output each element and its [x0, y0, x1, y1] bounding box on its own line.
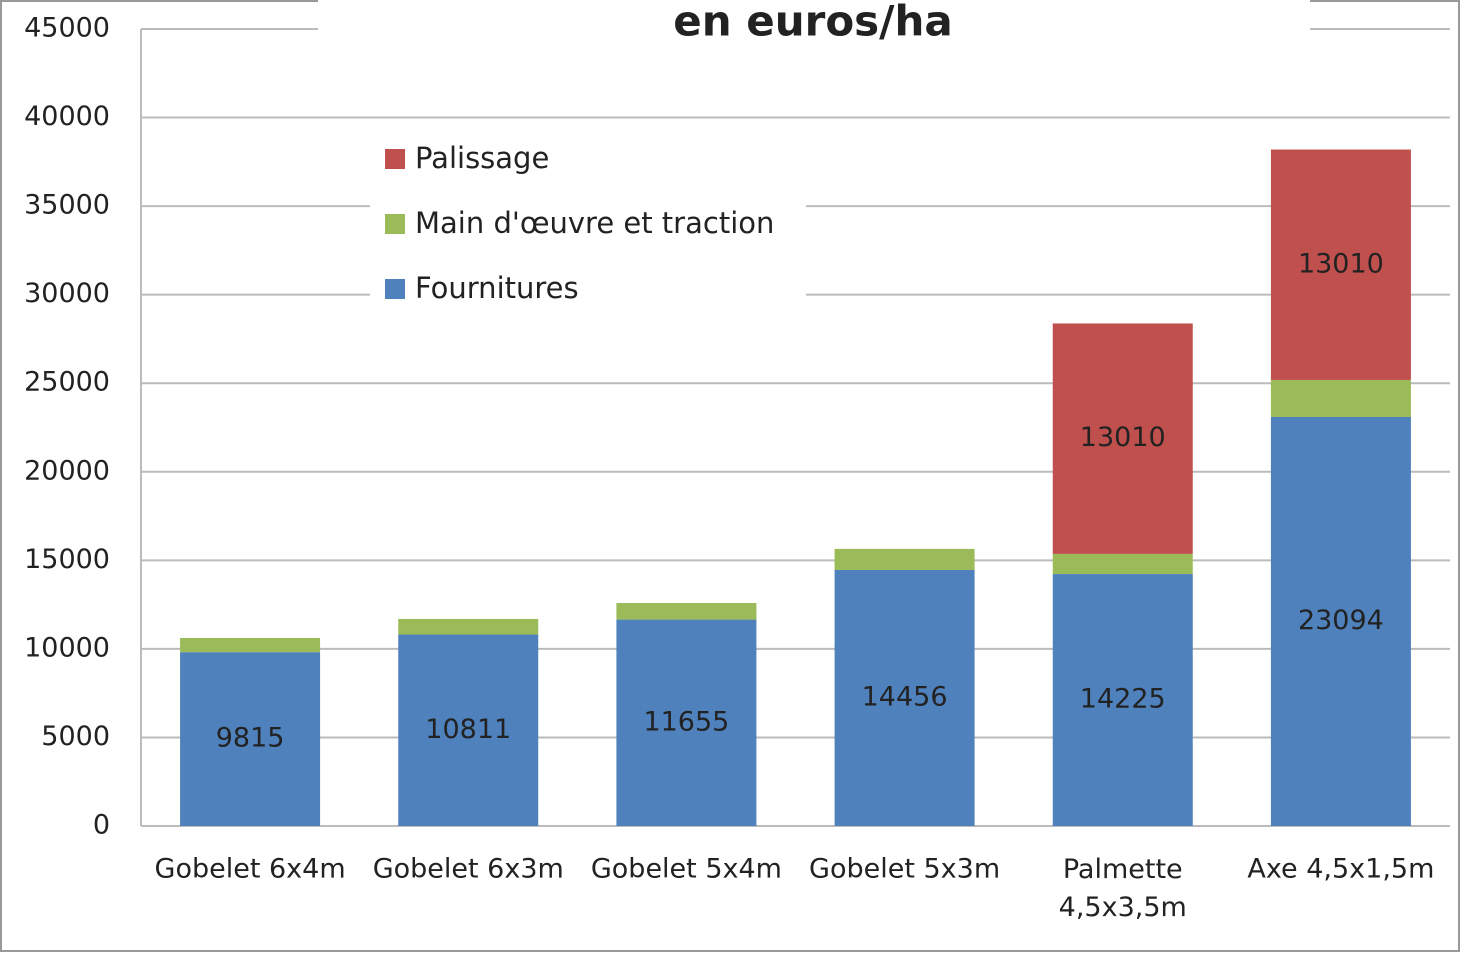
y-tick-label: 40000: [24, 101, 110, 132]
bar-segment: [1052, 323, 1193, 554]
bar-segment: [616, 603, 757, 620]
bar-segment: [1270, 379, 1411, 417]
chart-title: en euros/ha: [673, 0, 953, 46]
data-label: 13010: [1080, 422, 1166, 453]
title-background: [318, 0, 1310, 50]
bar-segment: [834, 569, 975, 826]
bar-segment: [398, 634, 539, 826]
legend-label: Palissage: [415, 141, 549, 175]
legend-swatch: [385, 214, 405, 234]
x-tick-label: Gobelet 6x4m: [155, 854, 346, 885]
data-label: 14456: [862, 681, 948, 712]
bar-segment: [1270, 416, 1411, 826]
data-label: 9815: [216, 723, 285, 754]
legend-label: Fournitures: [415, 271, 579, 305]
x-tick-label: Gobelet 5x3m: [809, 854, 1000, 885]
y-tick-label: 5000: [41, 721, 110, 752]
data-label: 13010: [1298, 248, 1384, 279]
bar-segment: [1052, 553, 1193, 575]
bar-segment: [1052, 574, 1193, 826]
data-label: 10811: [425, 714, 511, 745]
y-tick-label: 35000: [24, 190, 110, 221]
bar-segment: [1270, 149, 1411, 380]
data-label: 14225: [1080, 684, 1166, 715]
y-tick-label: 0: [93, 810, 110, 841]
x-tick-label: Palmette 4,5x3,5m: [1059, 854, 1187, 923]
legend-label: Main d'œuvre et traction: [415, 206, 774, 240]
legend-swatch: [385, 149, 405, 169]
x-tick-label: Gobelet 5x4m: [591, 854, 782, 885]
legend-swatch: [385, 279, 405, 299]
bar-segment: [616, 619, 757, 826]
y-tick-label: 45000: [24, 13, 110, 44]
bar-segment: [834, 548, 975, 570]
y-tick-label: 15000: [24, 544, 110, 575]
bar-segment: [180, 652, 321, 826]
bar-segment: [398, 618, 539, 635]
x-tick-label: Axe 4,5x1,5m: [1247, 854, 1434, 885]
bar-segment: [180, 637, 321, 653]
data-label: 23094: [1298, 605, 1384, 636]
y-tick-label: 30000: [24, 278, 110, 309]
y-tick-label: 25000: [24, 367, 110, 398]
x-tick-label: Gobelet 6x3m: [373, 854, 564, 885]
y-tick-label: 20000: [24, 455, 110, 486]
legend-background: [370, 132, 806, 312]
y-tick-label: 10000: [24, 632, 110, 663]
data-label: 11655: [643, 706, 729, 737]
